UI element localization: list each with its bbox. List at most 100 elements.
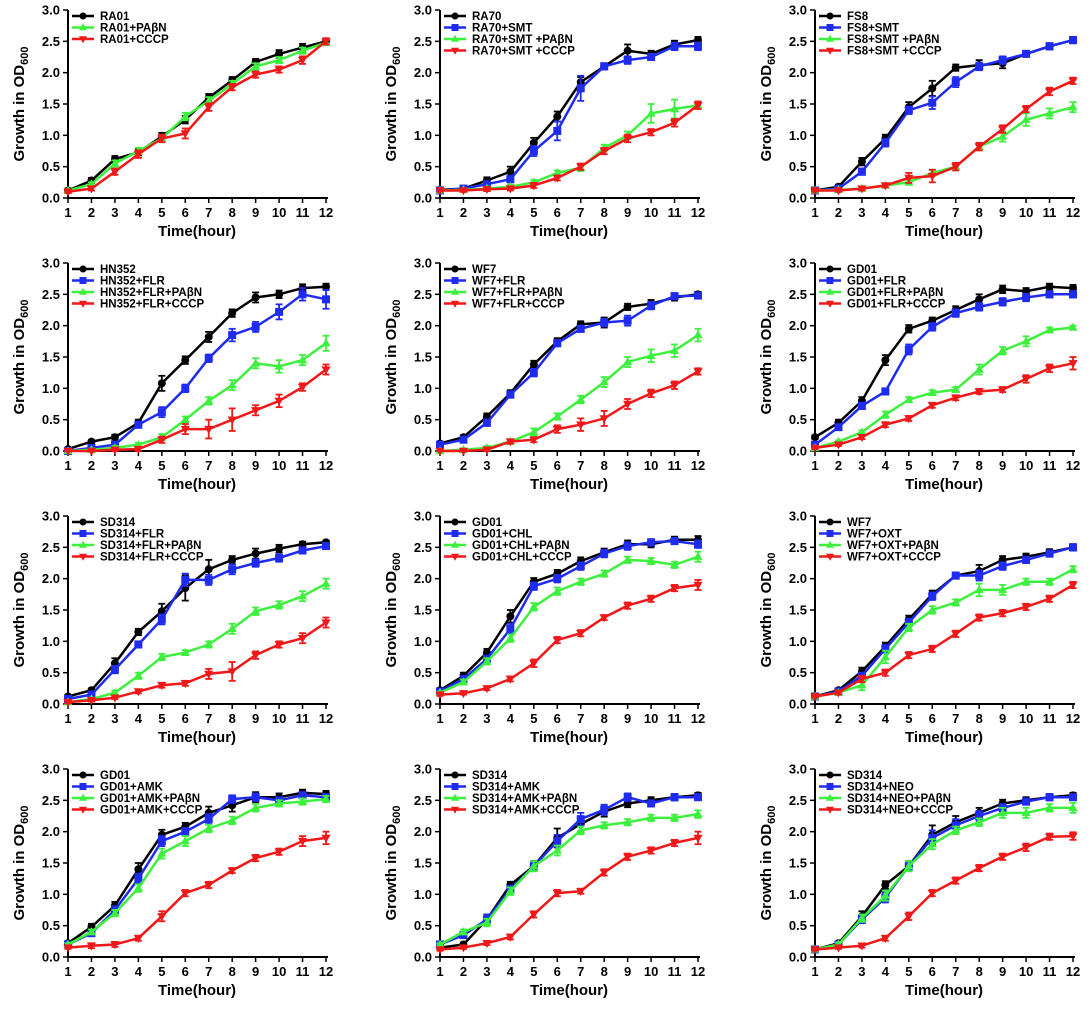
x-tick-label: 8 — [601, 964, 608, 979]
data-point-triangle-up — [1044, 803, 1055, 812]
data-point-triangle-down — [482, 685, 492, 694]
data-point-triangle-up — [669, 345, 680, 354]
data-point-triangle-down — [297, 383, 308, 392]
chart-panel: 0.00.51.01.52.02.53.01 2 3 4 5 6 7 8 9 10 11 12Time… — [758, 256, 1080, 494]
y-tick-label: 1.5 — [789, 350, 807, 365]
data-point-triangle-down — [157, 436, 167, 445]
data-point-square — [451, 277, 459, 284]
x-tick-label: 12 — [1066, 458, 1080, 473]
x-tick-label: 4 — [507, 458, 515, 473]
data-point-triangle-up — [825, 540, 835, 548]
y-tick-label: 1.0 — [414, 381, 432, 396]
legend-entry: SD314 — [819, 770, 883, 782]
x-tick-label: 7 — [205, 205, 212, 220]
y-axis-label: Growth in OD600 — [758, 299, 778, 414]
data-point-triangle-down — [435, 691, 445, 700]
x-axis-label: Time(hour) — [158, 223, 236, 240]
data-point-square — [670, 537, 679, 546]
y-axis-label-subscript: 600 — [766, 552, 778, 570]
data-point-square — [157, 408, 166, 417]
data-point-circle — [451, 518, 459, 526]
legend-label: SD314+NEO+CCCP — [847, 805, 953, 817]
data-point-triangle-up — [529, 427, 539, 436]
legend-entry: GD01+AMK+PAβN — [72, 793, 200, 805]
data-point-circle — [623, 46, 632, 55]
y-tick-label: 0.0 — [42, 444, 60, 459]
data-point-triangle-down — [576, 421, 586, 430]
data-point-triangle-down — [227, 416, 237, 425]
data-point-triangle-up — [998, 585, 1008, 594]
x-tick-label: 1 — [64, 458, 71, 473]
data-point-square — [204, 815, 213, 824]
data-point-circle — [79, 265, 87, 273]
series-2 — [811, 290, 1077, 449]
data-point-triangle-down — [825, 806, 835, 814]
x-tick-label: 8 — [976, 205, 983, 220]
chart-panel: 0.00.51.01.52.02.53.01 2 3 4 5 6 7 8 9 10 11 12Time… — [383, 3, 705, 241]
data-point-square — [951, 821, 960, 830]
x-tick-label: 1 — [64, 711, 71, 726]
x-tick-label: 5 — [905, 711, 912, 726]
y-tick-label: 0.5 — [42, 918, 60, 933]
data-point-triangle-up — [321, 578, 331, 587]
legend-label: HN352+FLR+CCCP — [100, 299, 204, 311]
data-point-triangle-down — [204, 425, 214, 434]
data-point-circle — [826, 265, 834, 273]
x-tick-label: 9 — [624, 458, 631, 473]
x-tick-label: 2 — [460, 711, 467, 726]
data-point-triangle-up — [110, 687, 120, 696]
x-tick-label: 2 — [835, 458, 842, 473]
y-tick-label: 2.5 — [42, 34, 60, 49]
y-tick-label: 0.0 — [789, 950, 807, 965]
data-point-triangle-down — [623, 135, 633, 144]
data-point-triangle-down — [180, 425, 190, 434]
data-point-square — [928, 592, 937, 601]
x-tick-label: 6 — [554, 205, 561, 220]
legend-entry: GD01+CHL — [444, 529, 532, 541]
data-point-triangle-up — [1044, 577, 1055, 585]
y-tick-label: 2.5 — [42, 287, 60, 302]
data-point-triangle-down — [904, 174, 914, 183]
y-tick-label: 0.5 — [789, 412, 807, 427]
series-line — [67, 582, 327, 704]
x-tick-label: 5 — [158, 205, 165, 220]
data-point-square — [79, 530, 87, 537]
data-point-triangle-down — [63, 698, 73, 707]
data-point-triangle-down — [1021, 375, 1031, 384]
x-tick-label: 5 — [530, 458, 537, 473]
data-point-square — [600, 318, 609, 327]
data-point-triangle-down — [63, 447, 73, 456]
y-axis-label-subscript: 600 — [391, 552, 403, 570]
series-2 — [811, 543, 1077, 701]
y-axis-label: Growth in OD600 — [383, 805, 403, 920]
y-tick-label: 1.0 — [414, 128, 432, 143]
legend-entry: GD01 — [72, 770, 131, 782]
data-point-triangle-up — [180, 647, 190, 656]
legend-entry: GD01 — [819, 264, 878, 276]
x-tick-label: 10 — [1019, 205, 1033, 220]
data-point-square — [998, 562, 1007, 571]
legend-entry: WF7+FLR+PAβN — [444, 287, 563, 299]
y-tick-label: 0.5 — [414, 412, 432, 427]
data-point-triangle-down — [274, 641, 284, 650]
data-point-square — [600, 549, 609, 558]
x-tick-label: 9 — [999, 205, 1006, 220]
data-point-circle — [881, 356, 890, 365]
y-tick-label: 2.0 — [789, 318, 807, 333]
data-point-square — [1069, 793, 1077, 802]
data-point-triangle-down — [904, 415, 914, 424]
legend-entry: RA70+SMT +PAβN — [444, 34, 573, 46]
data-point-triangle-up — [274, 361, 284, 370]
data-point-circle — [157, 607, 166, 616]
data-point-triangle-down — [904, 913, 914, 922]
x-tick-label: 6 — [554, 711, 561, 726]
x-axis-label: Time(hour) — [905, 476, 983, 493]
data-point-triangle-down — [529, 911, 539, 920]
series-line — [439, 812, 699, 946]
data-point-triangle-up — [552, 845, 562, 854]
data-point-circle — [204, 332, 213, 341]
data-point-triangle-down — [297, 837, 308, 846]
x-tick-label: 12 — [691, 205, 705, 220]
data-point-triangle-up — [1044, 108, 1055, 117]
data-point-circle — [251, 549, 260, 558]
